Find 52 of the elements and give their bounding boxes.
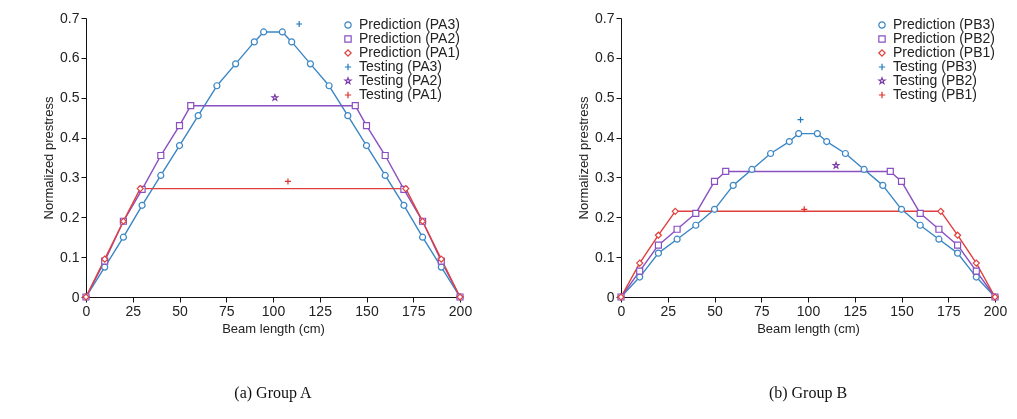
- y-tick-label: 0.2: [595, 208, 615, 225]
- x-tick-label: 125: [843, 302, 868, 319]
- x-tick-label: 200: [983, 302, 1008, 319]
- legend-label: Prediction (PB3): [893, 16, 995, 32]
- x-tick-label: 25: [660, 302, 677, 319]
- y-tick-label: 0.3: [595, 168, 615, 185]
- text: (b) Group B: [768, 384, 848, 402]
- x-tick-label: 0: [82, 302, 91, 319]
- y-tick-label: 0.5: [60, 89, 80, 106]
- x-tick-label: 200: [448, 302, 473, 319]
- x-tick-label: 175: [402, 302, 426, 319]
- legend-label: Prediction (PB1): [893, 44, 995, 60]
- legend-label: Prediction (PA2): [359, 30, 460, 46]
- x-tick-label: 125: [308, 302, 333, 319]
- y-tick-label: 0.7: [60, 9, 80, 26]
- x-tick-label: 75: [218, 302, 235, 319]
- y-tick-label: 0.2: [60, 208, 80, 225]
- y-tick-label: 0: [606, 288, 615, 305]
- x-axis-title: Beam length (cm): [757, 320, 860, 336]
- x-tick-label: 175: [937, 302, 961, 319]
- y-tick-label: 0.6: [595, 49, 615, 66]
- legend-label: Testing (PA3): [359, 58, 442, 74]
- y-tick-label: 0.1: [60, 248, 80, 265]
- x-axis-title: Beam length (cm): [222, 320, 325, 336]
- x-tick-label: 0: [617, 302, 626, 319]
- x-tick-label: 50: [707, 302, 723, 319]
- legend-label: Prediction (PA1): [359, 44, 460, 60]
- legend-label: Testing (PA2): [359, 72, 442, 88]
- x-tick-label: 50: [172, 302, 188, 319]
- y-tick-label: 0.7: [595, 9, 615, 26]
- y-tick-label: 0.4: [60, 129, 80, 146]
- y-axis-title: Normalized prestress: [41, 96, 57, 220]
- x-tick-label: 150: [355, 302, 379, 319]
- legend-label: Testing (PA1): [359, 86, 442, 102]
- x-tick-label: 100: [796, 302, 821, 319]
- x-tick-label: 150: [890, 302, 914, 319]
- legend-label: Testing (PB3): [893, 58, 978, 74]
- y-axis-title: Normalized prestress: [576, 96, 592, 220]
- y-tick-label: 0.5: [595, 89, 615, 106]
- y-tick-label: 0.4: [595, 129, 615, 146]
- legend-label: Prediction (PB2): [893, 30, 995, 46]
- x-tick-label: 75: [753, 302, 770, 319]
- y-tick-label: 0.6: [60, 49, 80, 66]
- x-tick-label: 100: [261, 302, 286, 319]
- text: (a) Group A: [234, 384, 313, 402]
- legend-label: Testing (PB2): [893, 72, 978, 88]
- y-tick-label: 0.1: [595, 248, 615, 265]
- y-tick-label: 0: [71, 288, 80, 305]
- y-tick-label: 0.3: [60, 168, 80, 185]
- legend-label: Prediction (PA3): [359, 16, 460, 32]
- legend-label: Testing (PB1): [893, 86, 978, 102]
- x-tick-label: 25: [125, 302, 142, 319]
